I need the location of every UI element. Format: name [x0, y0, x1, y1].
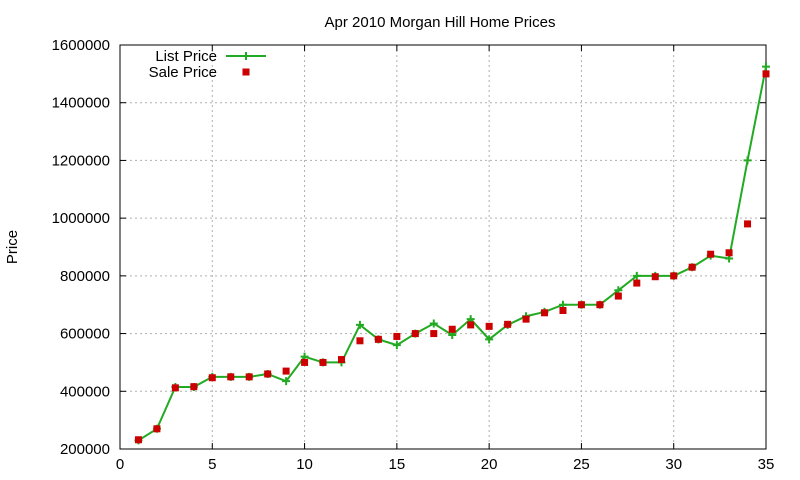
sale-price-point [744, 220, 752, 228]
sale-price-point [337, 356, 345, 364]
sale-price-point [522, 315, 530, 323]
sale-price-point [430, 330, 438, 338]
sale-price-point [651, 273, 659, 281]
sale-price-point [670, 272, 678, 280]
legend: List Price Sale Price [149, 48, 266, 81]
sale-price-point [559, 306, 567, 314]
x-tick-label: 5 [208, 456, 216, 473]
x-tick-label: 20 [481, 456, 498, 473]
legend-label-sale-price: Sale Price [149, 64, 217, 81]
chart-title: Apr 2010 Morgan Hill Home Prices [325, 14, 556, 31]
list-price-point [762, 62, 770, 71]
sale-price-point [227, 373, 235, 381]
grid [120, 45, 766, 449]
legend-label-list-price: List Price [155, 48, 217, 65]
legend-marker-sale-price [242, 68, 250, 76]
sale-price-point [577, 301, 585, 309]
sale-price-point [301, 358, 309, 366]
sale-price-point [319, 358, 327, 366]
tick-labels: 0 5 10 15 20 25 30 35 200000 400000 600000 800000 10… [52, 37, 775, 473]
sale-price-point [762, 70, 770, 78]
series-sale-price [134, 70, 770, 444]
list-price-point [282, 377, 291, 386]
sale-price-point [467, 321, 475, 329]
sale-price-point [448, 325, 456, 333]
sale-price-point [411, 330, 419, 338]
y-tick-label: 200000 [60, 441, 110, 458]
sale-price-point [153, 425, 161, 433]
x-tick-label: 10 [296, 456, 313, 473]
sale-price-point [264, 370, 272, 378]
list-price-point [743, 156, 752, 165]
x-tick-label: 0 [116, 456, 124, 473]
sale-price-point [356, 337, 364, 345]
y-tick-label: 400000 [60, 383, 110, 400]
y-tick-label: 1200000 [52, 152, 110, 169]
sale-price-point [374, 335, 382, 343]
sale-price-point [504, 320, 512, 328]
sale-price-point [725, 249, 733, 257]
y-tick-label: 800000 [60, 268, 110, 285]
y-tick-label: 1600000 [52, 37, 110, 54]
y-axis-label: Price [4, 230, 21, 264]
plot-frame [119, 44, 767, 450]
list-price-point [429, 319, 438, 328]
list-price-point [632, 271, 641, 280]
sale-price-point [208, 374, 216, 382]
list-price-point [355, 320, 364, 329]
legend-marker-list-price [242, 52, 250, 60]
x-tick-label: 35 [758, 456, 775, 473]
sale-price-point [688, 263, 696, 271]
sale-price-point [134, 436, 142, 444]
x-tick-label: 25 [573, 456, 590, 473]
list-price-point [485, 335, 494, 344]
sale-price-point [245, 373, 253, 381]
sale-price-point [393, 332, 401, 340]
sale-price-point [614, 292, 622, 300]
sale-price-point [541, 309, 549, 317]
x-tick-label: 15 [389, 456, 406, 473]
sale-price-point [633, 279, 641, 287]
sale-price-point [171, 384, 179, 392]
list-price-point [392, 341, 401, 350]
sale-price-point [707, 250, 715, 258]
y-tick-label: 1000000 [52, 210, 110, 227]
axes [119, 44, 767, 450]
sale-price-point [485, 322, 493, 330]
sale-price-point [282, 367, 290, 375]
x-tick-label: 30 [665, 456, 682, 473]
y-tick-label: 600000 [60, 326, 110, 343]
sale-price-point [596, 301, 604, 309]
sale-price-point [190, 383, 198, 391]
y-tick-label: 1400000 [52, 95, 110, 112]
